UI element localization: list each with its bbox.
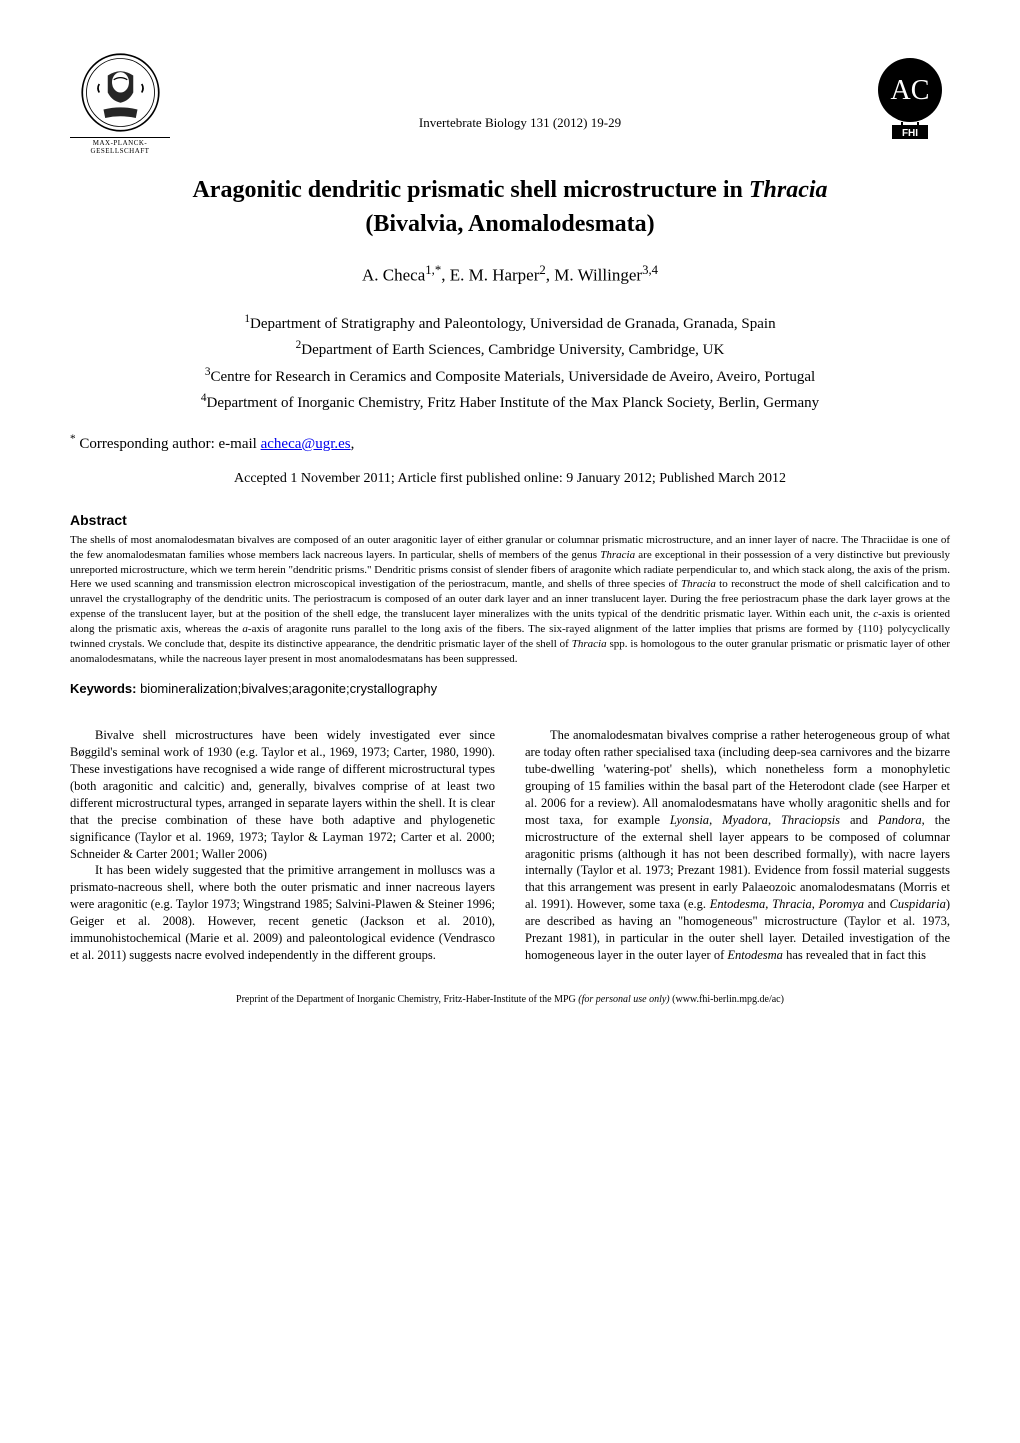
mpg-logo-label: MAX-PLANCK-GESELLSCHAFT	[70, 137, 170, 155]
author-1: A. Checa	[362, 266, 425, 285]
affiliation-3: 3Centre for Research in Ceramics and Com…	[70, 364, 950, 389]
article-title-line1: Aragonitic dendritic prismatic shell mic…	[70, 175, 950, 206]
corresponding-author: * Corresponding author: e-mail acheca@ug…	[70, 433, 950, 453]
body-p1: Bivalve shell microstructures have been …	[70, 727, 495, 862]
body-p2: It has been widely suggested that the pr…	[70, 862, 495, 963]
corresponding-trail: ,	[351, 436, 355, 452]
footer: Preprint of the Department of Inorganic …	[70, 994, 950, 1005]
keywords-value: biomineralization;bivalves;aragonite;cry…	[140, 681, 437, 696]
abstract-body: The shells of most anomalodesmatan bival…	[70, 533, 950, 667]
author-3-sup: 3,4	[642, 263, 658, 277]
corresponding-text: Corresponding author: e-mail	[76, 436, 261, 452]
corresponding-email-link[interactable]: acheca@ugr.es	[261, 436, 351, 452]
body-text: Bivalve shell microstructures have been …	[70, 727, 950, 963]
minerva-logo-icon	[78, 50, 163, 135]
authors: A. Checa1,*, E. M. Harper2, M. Willinger…	[70, 263, 950, 286]
header: MAX-PLANCK-GESELLSCHAFT Invertebrate Bio…	[70, 50, 950, 155]
body-column-left: Bivalve shell microstructures have been …	[70, 727, 495, 963]
keywords-label: Keywords:	[70, 681, 140, 696]
affiliations: 1Department of Stratigraphy and Paleonto…	[70, 311, 950, 415]
title-italic: Thracia	[749, 177, 828, 203]
svg-text:FHI: FHI	[902, 128, 918, 139]
abstract-heading: Abstract	[70, 512, 950, 528]
footer-text3: (www.fhi-berlin.mpg.de/ac)	[670, 994, 784, 1005]
author-2: , E. M. Harper	[441, 266, 539, 285]
affiliation-2: 2Department of Earth Sciences, Cambridge…	[70, 337, 950, 362]
body-p3: The anomalodesmatan bivalves comprise a …	[525, 727, 950, 963]
ac-logo: AC FHI	[870, 55, 950, 150]
mpg-logo: MAX-PLANCK-GESELLSCHAFT	[70, 50, 170, 155]
affiliation-1: 1Department of Stratigraphy and Paleonto…	[70, 311, 950, 336]
footer-text2: (for personal use only)	[578, 994, 669, 1005]
article-title-line2: (Bivalvia, Anomalodesmata)	[70, 211, 950, 238]
affiliation-4: 4Department of Inorganic Chemistry, Frit…	[70, 390, 950, 415]
body-column-right: The anomalodesmatan bivalves comprise a …	[525, 727, 950, 963]
svg-text:AC: AC	[891, 75, 930, 106]
footer-text1: Preprint of the Department of Inorganic …	[236, 994, 578, 1005]
ac-logo-icon: AC FHI	[870, 55, 950, 145]
keywords: Keywords: biomineralization;bivalves;ara…	[70, 681, 950, 697]
author-1-sup: 1,*	[425, 263, 441, 277]
title-text: Aragonitic dendritic prismatic shell mic…	[192, 177, 748, 203]
publication-dates: Accepted 1 November 2011; Article first …	[70, 471, 950, 487]
author-3: , M. Willinger	[546, 266, 642, 285]
journal-reference: Invertebrate Biology 131 (2012) 19-29	[170, 75, 870, 131]
